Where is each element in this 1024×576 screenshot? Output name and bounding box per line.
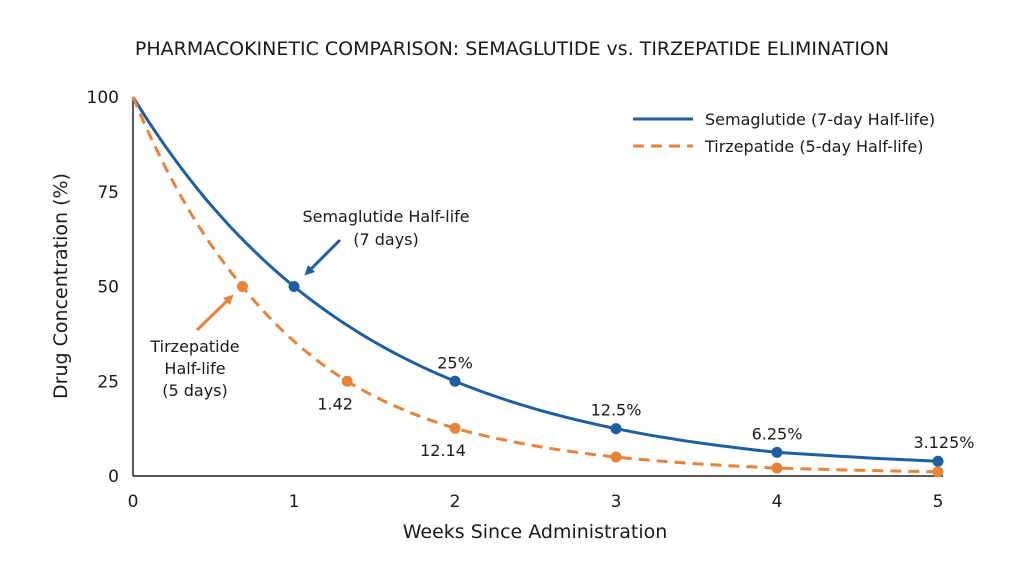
data-point-0 [610, 423, 622, 435]
x-tick-label: 3 [611, 492, 622, 512]
data-point-1 [932, 466, 944, 478]
y-tick-label: 25 [97, 372, 119, 392]
data-point-0 [771, 446, 783, 458]
data-label: 12.14 [420, 441, 466, 460]
data-point-0 [449, 375, 461, 387]
legend-label-1: Tirzepatide (5-day Half-life) [704, 137, 923, 156]
x-axis-label: Weeks Since Administration [403, 521, 668, 543]
data-point-1 [341, 375, 353, 387]
data-point-0 [288, 281, 300, 292]
data-label: 25% [437, 353, 473, 372]
annotation-semaglutide: (7 days) [353, 230, 419, 249]
chart-title: PHARMACOKINETIC COMPARISON: SEMAGLUTIDE … [135, 38, 889, 60]
data-point-1 [771, 462, 783, 474]
x-tick-label: 0 [128, 492, 139, 512]
data-label: 12.5% [591, 401, 642, 420]
data-point-0 [932, 455, 944, 467]
annotation-semaglutide: Semaglutide Half-life [302, 207, 469, 226]
y-tick-label: 0 [108, 467, 119, 487]
series-line-0 [131, 96, 939, 463]
data-label: 6.25% [752, 424, 803, 443]
annotation-arrow-semaglutide [304, 238, 342, 276]
x-tick-label: 1 [289, 492, 300, 512]
legend-label-0: Semaglutide (7-day Half-life) [705, 110, 935, 129]
x-tick-label: 5 [933, 492, 944, 512]
annotation-arrow-tirzepatide [195, 294, 234, 332]
y-axis-label: Drug Concentration (%) [50, 173, 72, 399]
data-label: 3.125% [913, 433, 974, 452]
y-tick-label: 75 [97, 183, 119, 203]
y-tick-label: 50 [97, 278, 119, 298]
x-tick-label: 4 [772, 492, 783, 512]
y-tick-label: 100 [87, 88, 119, 108]
data-point-1 [610, 451, 622, 463]
annotation-tirzepatide: Tirzepatide [149, 337, 239, 356]
annotation-tirzepatide: (5 days) [162, 381, 228, 400]
annotation-tirzepatide: Half-life [164, 359, 225, 378]
data-point-1 [449, 422, 461, 434]
data-label: 1.42 [317, 394, 353, 413]
data-point-1 [236, 281, 248, 292]
x-tick-label: 2 [450, 492, 461, 512]
